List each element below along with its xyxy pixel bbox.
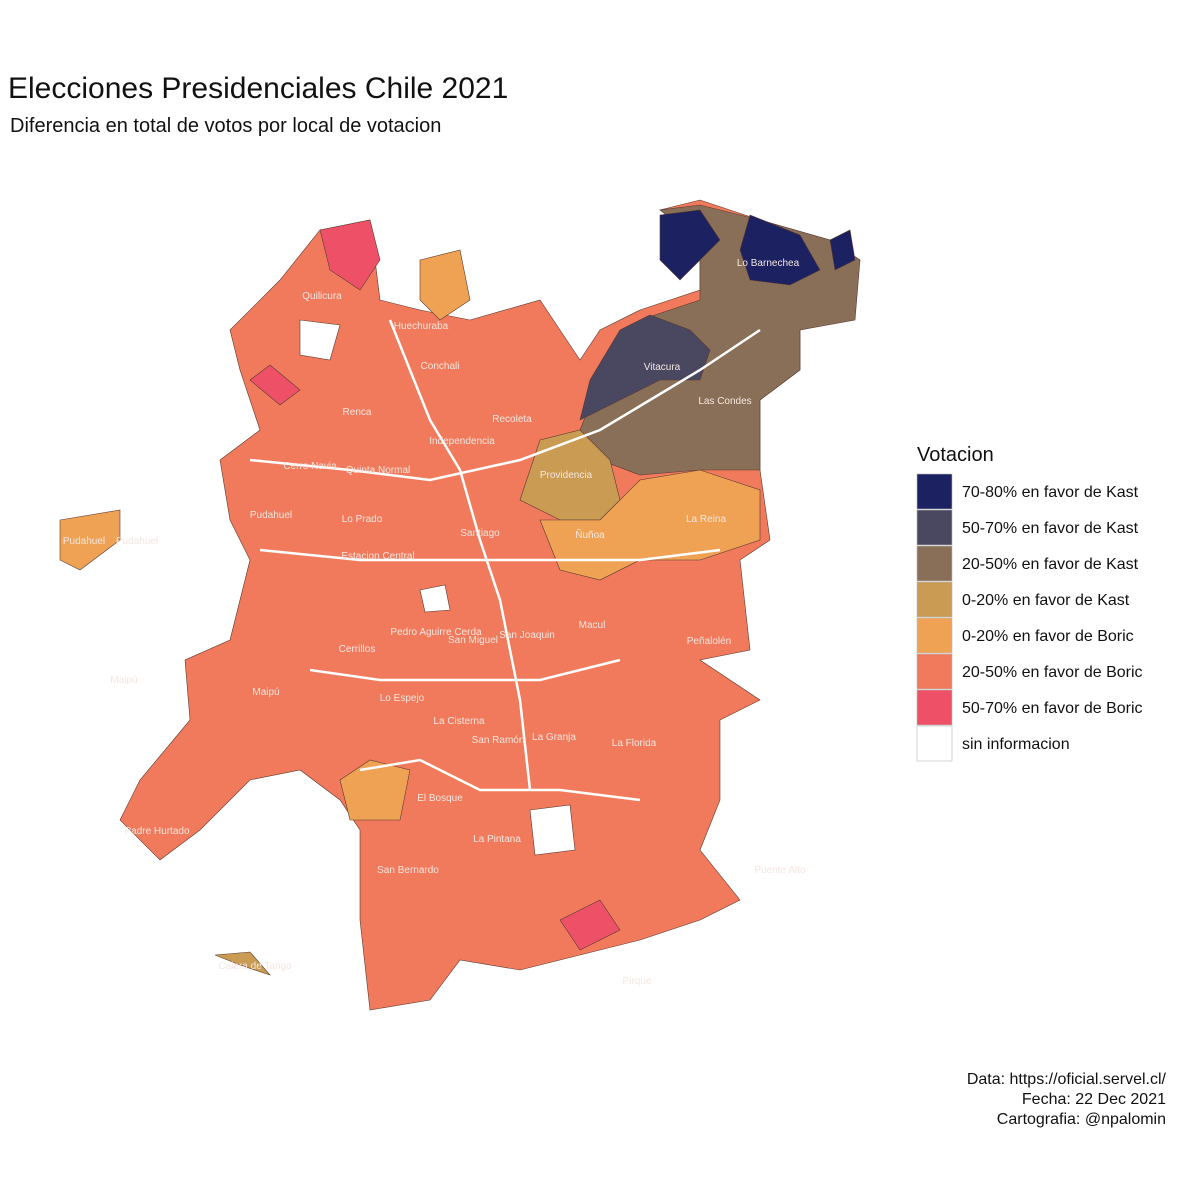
region [299, 319, 341, 361]
legend-label: 50-70% en favor de Boric [962, 700, 1143, 717]
legend-label: sin informacion [962, 736, 1070, 753]
legend-swatch [916, 581, 953, 618]
region [319, 219, 381, 291]
commune-label: La Granja [532, 732, 576, 743]
region [214, 951, 271, 976]
commune-label: Ñuñoa [575, 528, 605, 541]
commune-label: Independencia [429, 436, 495, 447]
commune-label: Lo Barnechea [737, 258, 800, 269]
commune-label: Peñalolén [687, 636, 731, 647]
commune-label: Vitacura [644, 362, 681, 373]
commune-labels: Quilicura Huechuraba Conchali Vitacura Lo Ba… [63, 258, 806, 987]
legend-swatch [916, 473, 953, 510]
caption-line: Fecha: 22 Dec 2021 [1022, 1091, 1166, 1108]
legend-swatch [916, 653, 953, 690]
commune-label: Pudahuel [63, 536, 105, 547]
commune-label: San Miguel [448, 635, 498, 646]
commune-label: La Florida [612, 738, 657, 749]
commune-label: Cerro Navia [283, 461, 337, 472]
legend-label: 0-20% en favor de Boric [962, 628, 1134, 645]
commune-label: San Joaquin [499, 630, 555, 641]
commune-label: La Cisterna [433, 716, 485, 727]
commune-label: Santiago [460, 528, 500, 539]
legend-swatch [916, 725, 953, 762]
legend-label: 20-50% en favor de Boric [962, 664, 1143, 681]
region [59, 509, 121, 571]
caption-line: Cartografia: @npalomin [997, 1111, 1166, 1128]
commune-label: San Ramón [472, 735, 525, 746]
commune-label: La Reina [686, 514, 726, 525]
border [309, 658, 621, 682]
commune-label: Providencia [540, 470, 593, 481]
commune-label: Pudahuel [116, 536, 158, 547]
border [249, 328, 761, 482]
commune-label: Huechuraba [394, 321, 449, 332]
border [359, 758, 641, 802]
commune-label: Quilicura [302, 291, 342, 302]
border [259, 548, 721, 562]
commune-label: Padre Hurtado [124, 826, 189, 837]
subtitle: Diferencia en total de votos por local d… [10, 115, 441, 137]
title: Elecciones Presidenciales Chile 2021 [8, 72, 508, 105]
region [829, 229, 856, 271]
commune-borders [249, 319, 761, 802]
commune-label: Lo Prado [342, 514, 383, 525]
commune-label: Pirque [623, 976, 652, 987]
legend-swatch [916, 545, 953, 582]
region [419, 249, 471, 321]
commune-label: Calera de Tango [218, 961, 292, 972]
legend-swatch [916, 509, 953, 546]
commune-label: La Pintana [473, 834, 521, 845]
caption: Data: https://oficial.servel.cl/ Fecha: … [967, 1071, 1167, 1128]
commune-label: Cerrillos [339, 644, 376, 655]
legend: Votacion 70-80% en favor de Kast 50-70% e… [916, 444, 1143, 762]
commune-label: Conchali [421, 361, 460, 372]
commune-label: Macul [579, 620, 606, 631]
legend-label: 70-80% en favor de Kast [962, 484, 1139, 501]
border [388, 319, 532, 791]
map [59, 199, 861, 1011]
region [579, 314, 711, 421]
region [739, 214, 821, 286]
commune-label: Pudahuel [250, 510, 292, 521]
region [659, 209, 721, 281]
region [529, 804, 576, 856]
commune-label: Renca [343, 407, 372, 418]
commune-label: Pedro Aguirre Cerda [390, 627, 482, 638]
region [419, 584, 451, 613]
region [249, 364, 301, 406]
legend-label: 20-50% en favor de Kast [962, 556, 1139, 573]
commune-label: Las Condes [698, 396, 751, 407]
commune-label: Puente Alto [754, 865, 806, 876]
commune-label: Maipú [252, 687, 279, 698]
region [339, 759, 411, 821]
legend-label: 0-20% en favor de Kast [962, 592, 1130, 609]
commune-label: Maipú [110, 675, 137, 686]
commune-label: Quinta Normal [346, 465, 410, 476]
caption-line: Data: https://oficial.servel.cl/ [967, 1071, 1167, 1088]
commune-label: Lo Espejo [380, 693, 425, 704]
commune-label: San Bernardo [377, 865, 439, 876]
legend-swatch [916, 689, 953, 726]
commune-label: Recoleta [492, 414, 532, 425]
legend-label: 50-70% en favor de Kast [962, 520, 1139, 537]
commune-label: Estacion Central [341, 551, 414, 562]
legend-swatch [916, 617, 953, 654]
commune-label: El Bosque [417, 793, 463, 804]
legend-title: Votacion [917, 444, 994, 466]
region [559, 899, 621, 951]
